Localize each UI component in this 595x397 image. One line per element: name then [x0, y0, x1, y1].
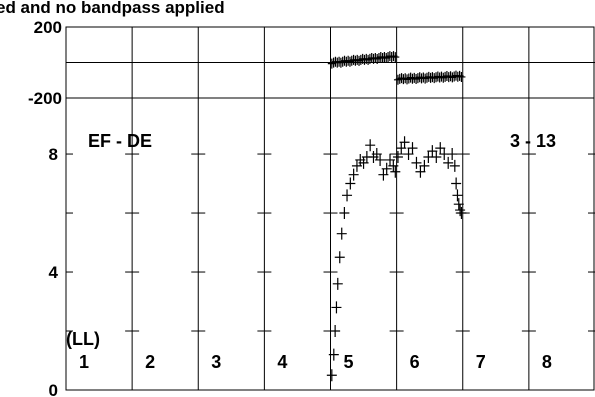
phase-point	[403, 74, 412, 85]
amplitude-point	[388, 159, 399, 172]
amplitude-point	[427, 145, 438, 158]
amplitude-point	[407, 142, 418, 155]
panel-number-2: 2	[145, 352, 155, 372]
phase-point	[439, 72, 448, 83]
chart-labels: ed and no bandpass applied EF - DE 3 - 1…	[0, 0, 556, 397]
amplitude-point	[452, 189, 463, 202]
phase-point	[457, 71, 466, 82]
amplitude-point	[328, 348, 339, 361]
amplitude-tick-label: 4	[49, 263, 59, 282]
amplitude-point	[326, 369, 337, 382]
amplitude-point	[339, 207, 350, 220]
phase-point	[345, 56, 354, 67]
amplitude-point	[415, 165, 426, 178]
amplitude-point	[455, 204, 466, 217]
phase-point	[412, 73, 421, 84]
amplitude-point	[390, 165, 401, 178]
panel-grid	[66, 27, 595, 390]
amplitude-point	[342, 189, 353, 202]
panel-number-6: 6	[410, 352, 420, 372]
phase-point	[373, 53, 382, 64]
phase-point	[455, 70, 464, 81]
amplitude-point	[411, 156, 422, 169]
amplitude-point	[345, 177, 356, 190]
phase-point	[327, 58, 336, 69]
amplitude-tick-label: 8	[49, 145, 58, 164]
amplitude-point	[451, 177, 462, 190]
phase-point	[391, 52, 400, 63]
amplitude-point	[456, 207, 467, 220]
amplitude-point	[419, 159, 430, 172]
phase-point	[382, 53, 391, 64]
phase-point	[389, 51, 398, 62]
amplitude-point	[399, 136, 410, 149]
scan-label: 3 - 13	[510, 131, 556, 151]
amplitude-point	[447, 148, 458, 161]
amplitude-point	[375, 153, 386, 166]
amplitude-point	[334, 251, 345, 264]
polarization-label: (LL)	[66, 329, 100, 349]
amplitude-point	[453, 198, 464, 211]
phase-tick-label: 200	[34, 18, 62, 37]
amplitude-point	[348, 168, 359, 181]
chart-title: ed and no bandpass applied	[0, 0, 225, 17]
panel-number-3: 3	[211, 352, 221, 372]
phase-point	[355, 55, 364, 66]
amplitude-point	[332, 277, 343, 290]
phase-point	[336, 57, 345, 68]
amplitude-point	[392, 150, 403, 163]
panel-number-7: 7	[476, 352, 486, 372]
phase-point	[364, 54, 373, 65]
amplitude-point	[336, 227, 347, 240]
panel-number-1: 1	[79, 352, 89, 372]
amplitude-tick-label: 0	[49, 381, 58, 397]
baseline-label: EF - DE	[88, 131, 152, 151]
amplitude-point	[449, 159, 460, 172]
phase-point	[421, 73, 430, 84]
amplitude-point	[431, 150, 442, 163]
panel-number-8: 8	[542, 352, 552, 372]
panel-number-5: 5	[344, 352, 354, 372]
amplitude-point	[403, 148, 414, 161]
phase-point	[393, 74, 402, 85]
phase-point	[448, 72, 457, 83]
amplitude-point	[365, 139, 376, 152]
amplitude-point	[331, 301, 342, 314]
phase-tick-label: -200	[28, 89, 62, 108]
phase-series	[327, 51, 466, 85]
amplitude-point	[381, 162, 392, 175]
amplitude-point	[443, 156, 454, 169]
amplitude-series	[326, 136, 467, 382]
amplitude-point	[435, 142, 446, 155]
panel-number-4: 4	[277, 352, 287, 372]
phase-point	[430, 73, 439, 84]
amplitude-point	[330, 325, 341, 338]
